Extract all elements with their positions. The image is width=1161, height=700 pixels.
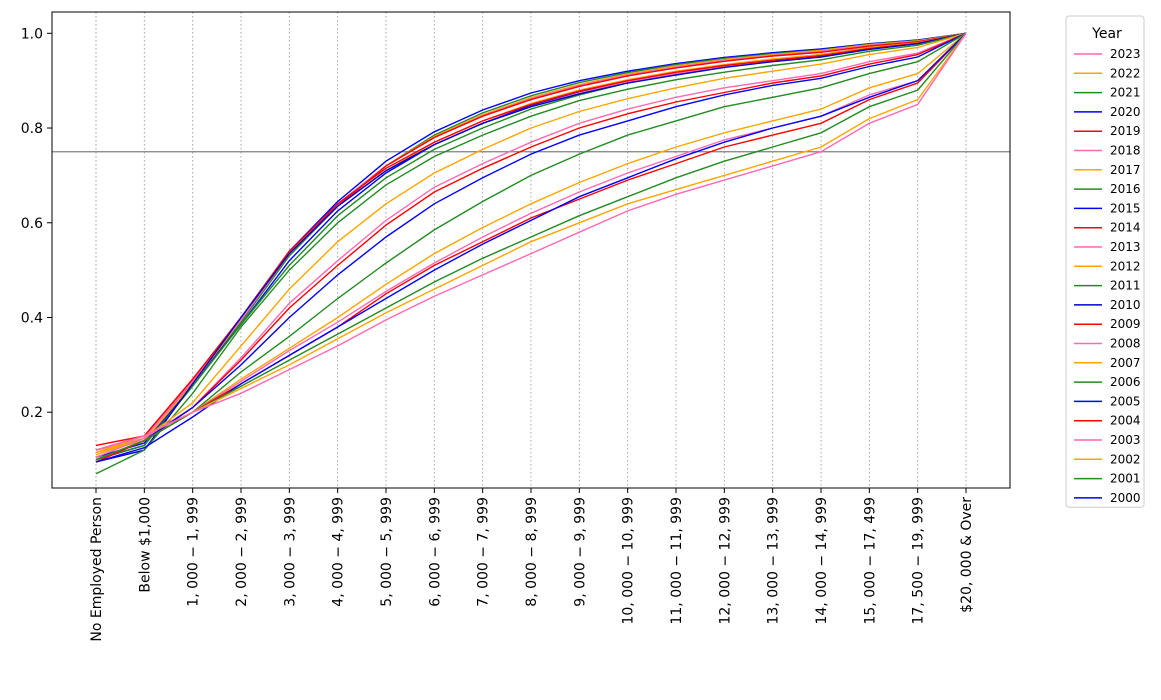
- series-lines: [95, 32, 967, 475]
- legend-label-2020: 2020: [1110, 105, 1141, 119]
- x-tick-label: 13, 000 − 13, 999: [766, 497, 782, 625]
- legend-label-2023: 2023: [1110, 47, 1141, 61]
- x-gridlines: [95, 12, 967, 488]
- legend-items: 2023 2022 2021 2020 2019 2018 2017 2016 2015 2014…: [1074, 47, 1141, 505]
- legend-label-2002: 2002: [1110, 452, 1141, 466]
- series-line-2015: [95, 32, 967, 461]
- x-tick-label: 2, 000 − 2, 999: [234, 497, 250, 607]
- y-tick-label: 0.6: [21, 216, 43, 232]
- x-tick-label: 8, 000 − 8, 999: [524, 497, 540, 607]
- series-line-2023: [95, 32, 967, 451]
- x-tick-label: 3, 000 − 3, 999: [282, 497, 298, 607]
- y-axis: 0.2 0.4 0.6 0.8 1.0: [21, 26, 52, 421]
- legend-label-2001: 2001: [1110, 472, 1141, 486]
- legend-label-2015: 2015: [1110, 201, 1141, 215]
- x-tick-label: 17, 500 − 19, 999: [911, 497, 927, 625]
- legend-label-2013: 2013: [1110, 240, 1141, 254]
- legend-label-2018: 2018: [1110, 144, 1141, 158]
- series-line-2022: [95, 32, 967, 454]
- x-tick-label: 15, 000 − 17, 499: [862, 497, 878, 625]
- y-tick-label: 0.8: [21, 121, 43, 137]
- series-line-2010: [95, 32, 967, 463]
- y-tick-label: 1.0: [21, 26, 43, 42]
- series-line-2011: [95, 32, 967, 475]
- y-tick-label: 0.4: [21, 310, 43, 326]
- x-tick-label: 10, 000 − 10, 999: [621, 497, 637, 625]
- legend-title: Year: [1091, 26, 1122, 42]
- x-tick-label: Below $1,000: [137, 497, 153, 593]
- legend-label-2021: 2021: [1110, 86, 1141, 100]
- x-tick-label: No Employed Person: [89, 497, 105, 642]
- series-line-2017: [95, 32, 967, 461]
- legend-label-2016: 2016: [1110, 182, 1141, 196]
- legend-label-2008: 2008: [1110, 337, 1141, 351]
- legend-label-2011: 2011: [1110, 279, 1141, 293]
- legend-label-2019: 2019: [1110, 124, 1141, 138]
- x-tick-label: 5, 000 − 5, 999: [379, 497, 395, 607]
- x-tick-label: 14, 000 − 14, 999: [814, 497, 830, 625]
- x-axis: No Employed Person Below $1,000 1, 000 − 1…: [89, 488, 975, 642]
- legend-label-2006: 2006: [1110, 375, 1141, 389]
- x-tick-label: 1, 000 − 1, 999: [186, 497, 202, 607]
- series-line-2014: [95, 32, 967, 461]
- legend-label-2004: 2004: [1110, 414, 1141, 428]
- x-tick-label: 7, 000 − 7, 999: [476, 497, 492, 607]
- x-tick-label: 4, 000 − 4, 999: [331, 497, 347, 607]
- x-tick-label: 9, 000 − 9, 999: [572, 497, 588, 607]
- legend-label-2014: 2014: [1110, 221, 1141, 235]
- legend-label-2009: 2009: [1110, 317, 1141, 331]
- legend-label-2007: 2007: [1110, 356, 1141, 370]
- y-tick-label: 0.2: [21, 405, 43, 421]
- legend-label-2000: 2000: [1110, 491, 1141, 505]
- x-tick-label: 12, 000 − 12, 999: [717, 497, 733, 625]
- x-tick-label: $20, 000 & Over: [959, 497, 975, 613]
- series-line-2012: [95, 32, 967, 456]
- legend-label-2022: 2022: [1110, 66, 1141, 80]
- series-line-2021: [95, 32, 967, 461]
- series-line-2020: [95, 32, 967, 463]
- series-line-2013: [95, 32, 967, 458]
- series-line-2016: [95, 32, 967, 461]
- legend-label-2005: 2005: [1110, 394, 1141, 408]
- legend-label-2003: 2003: [1110, 433, 1141, 447]
- x-tick-label: 11, 000 − 11, 999: [669, 497, 685, 625]
- legend-label-2012: 2012: [1110, 259, 1141, 273]
- legend-label-2010: 2010: [1110, 298, 1141, 312]
- legend: Year 2023 2022 2021 2020 2019 2018 2017 2016 201…: [1065, 15, 1145, 508]
- legend-label-2017: 2017: [1110, 163, 1141, 177]
- legend-box: [1065, 15, 1145, 508]
- x-tick-label: 6, 000 − 6, 999: [427, 497, 443, 607]
